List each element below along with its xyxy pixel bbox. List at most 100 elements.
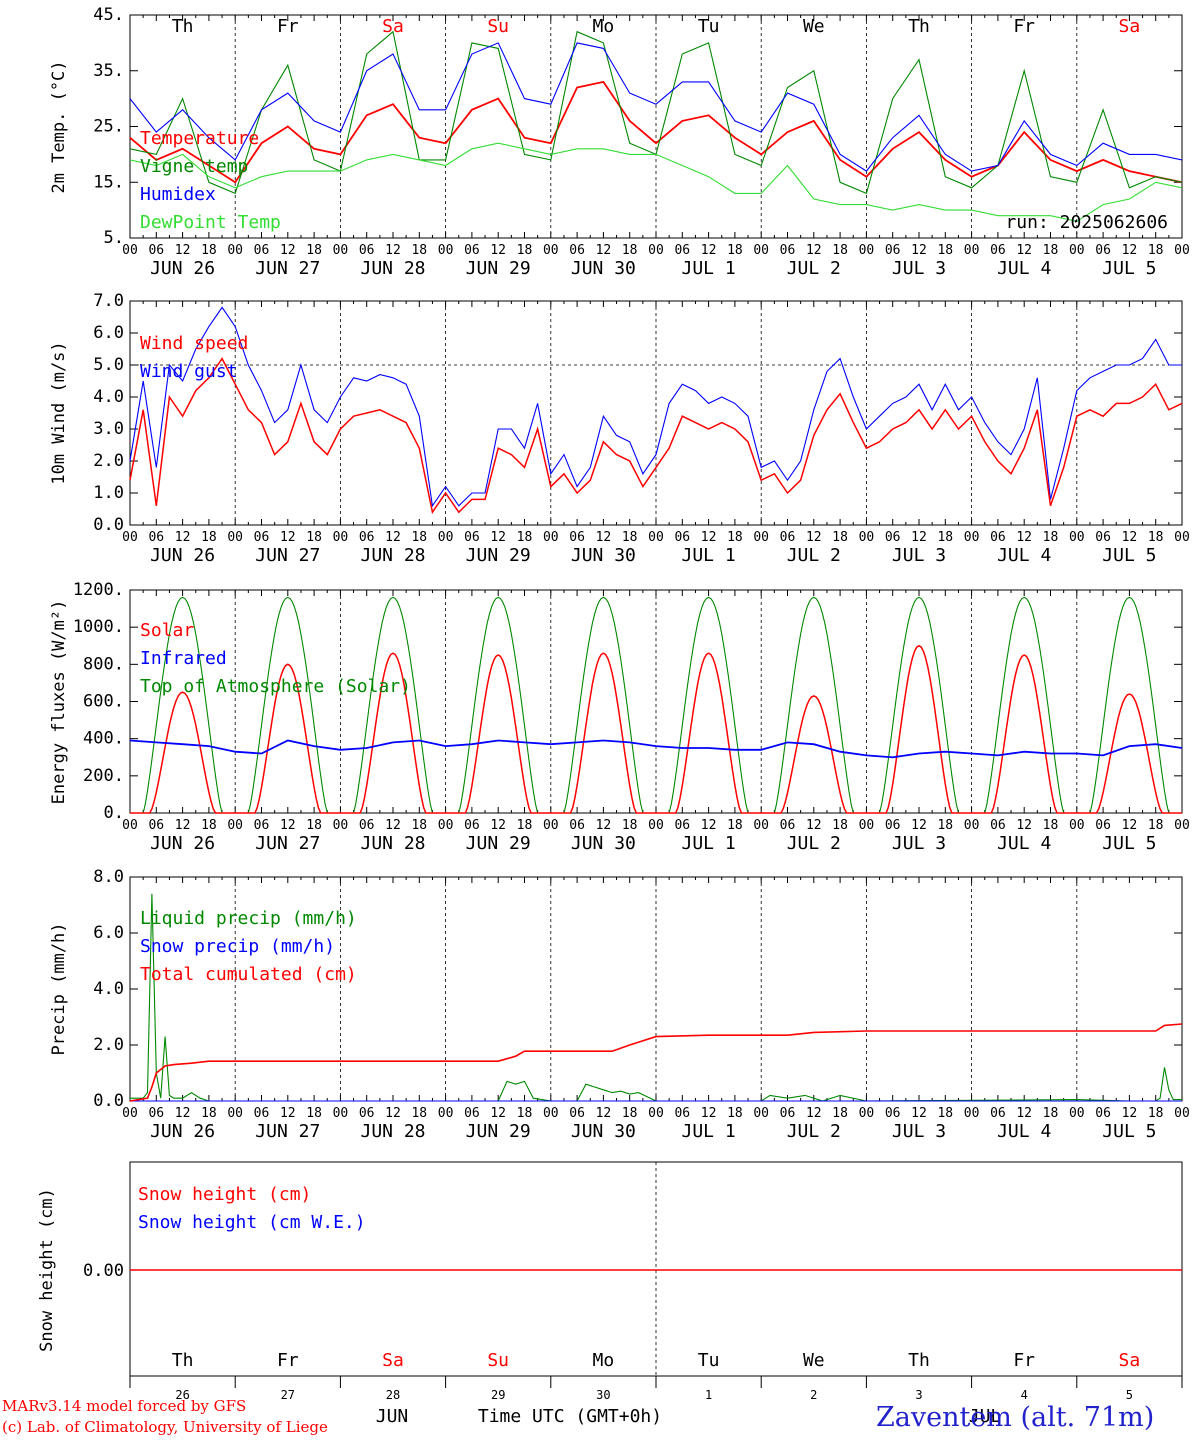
legend-entry: Wind gust <box>140 361 238 382</box>
y-tick-label: 45. <box>93 5 124 25</box>
hour-tick-label: 00 <box>859 243 875 258</box>
weekday-label: Th <box>908 16 930 37</box>
date-label: JUL 5 <box>1102 258 1156 279</box>
hour-tick-label: 18 <box>622 243 638 258</box>
hour-tick-label: 00 <box>753 243 769 258</box>
hour-tick-label: 00 <box>1174 530 1190 545</box>
hour-tick-label: 00 <box>648 530 664 545</box>
day-number-label: 28 <box>386 1388 400 1402</box>
hour-tick-label: 12 <box>911 818 927 833</box>
hour-tick-label: 06 <box>990 243 1006 258</box>
hour-tick-label: 06 <box>780 818 796 833</box>
hour-tick-label: 06 <box>569 243 585 258</box>
day-number-label: 26 <box>175 1388 189 1402</box>
hour-tick-label: 12 <box>385 818 401 833</box>
hour-tick-label: 18 <box>622 818 638 833</box>
day-number-label: 4 <box>1021 1388 1028 1402</box>
hour-tick-label: 12 <box>806 1106 822 1121</box>
hour-tick-label: 18 <box>832 1106 848 1121</box>
date-label: JUN 26 <box>150 833 215 854</box>
date-label: JUL 3 <box>892 1121 946 1142</box>
y-tick-label: 200. <box>83 766 124 786</box>
hour-tick-label: 06 <box>569 530 585 545</box>
date-label: JUL 2 <box>787 833 841 854</box>
date-label: JUN 30 <box>571 258 636 279</box>
y-tick-label: 400. <box>83 729 124 749</box>
hour-tick-label: 18 <box>727 818 743 833</box>
hour-tick-label: 12 <box>701 243 717 258</box>
hour-tick-label: 12 <box>911 243 927 258</box>
hour-tick-label: 18 <box>1043 243 1059 258</box>
legend-entry: Infrared <box>140 648 227 669</box>
weekday-label: Th <box>172 1350 194 1371</box>
hour-tick-label: 00 <box>543 243 559 258</box>
weekday-label: Th <box>172 16 194 37</box>
series-line <box>129 142 1183 222</box>
hour-tick-label: 12 <box>1122 1106 1138 1121</box>
y-tick-label: 0.0 <box>93 515 124 535</box>
weekday-label: Fr <box>1013 16 1035 37</box>
hour-tick-label: 18 <box>517 243 533 258</box>
hour-tick-label: 18 <box>517 1106 533 1121</box>
y-axis-label: 10m Wind (m/s) <box>49 341 69 484</box>
hour-tick-label: 12 <box>596 530 612 545</box>
hour-tick-label: 00 <box>1069 530 1085 545</box>
y-axis-label: Energy fluxes (W/m²) <box>49 600 69 805</box>
hour-tick-label: 18 <box>306 530 322 545</box>
hour-tick-label: 12 <box>1122 530 1138 545</box>
hour-tick-label: 00 <box>438 1106 454 1121</box>
hour-tick-label: 18 <box>832 243 848 258</box>
hour-tick-label: 00 <box>753 818 769 833</box>
date-label: JUN 28 <box>360 833 425 854</box>
hour-tick-label: 00 <box>753 1106 769 1121</box>
panel-energy: 0. 200. 400. 600. 800. 1000. 1200.Energy fluxe… <box>49 580 1190 854</box>
date-label: JUN 28 <box>360 258 425 279</box>
hour-tick-label: 00 <box>1174 243 1190 258</box>
y-axis-label: Precip (mm/h) <box>49 922 69 1055</box>
date-label: JUL 1 <box>682 833 736 854</box>
legend-entry: Wind speed <box>140 333 248 354</box>
date-label: JUL 4 <box>997 1121 1051 1142</box>
date-label: JUL 4 <box>997 833 1051 854</box>
y-axis-label: 2m Temp. (°C) <box>49 60 69 193</box>
weekday-label: Tu <box>698 16 720 37</box>
hour-tick-label: 06 <box>254 818 270 833</box>
date-label: JUL 3 <box>892 545 946 566</box>
series-line <box>130 893 1182 1102</box>
legend-entry: DewPoint Temp <box>140 212 281 233</box>
date-label: JUN 27 <box>255 258 320 279</box>
hour-tick-label: 00 <box>438 818 454 833</box>
hour-tick-label: 00 <box>648 1106 664 1121</box>
hour-tick-label: 06 <box>254 243 270 258</box>
hour-tick-label: 00 <box>438 530 454 545</box>
y-tick-label: 1200. <box>73 580 124 600</box>
hour-tick-label: 06 <box>148 818 164 833</box>
day-number-label: 27 <box>281 1388 295 1402</box>
hour-tick-label: 12 <box>701 1106 717 1121</box>
hour-tick-label: 00 <box>122 1106 138 1121</box>
hour-tick-label: 06 <box>674 818 690 833</box>
hour-tick-label: 00 <box>859 1106 875 1121</box>
hour-tick-label: 06 <box>674 1106 690 1121</box>
hour-tick-label: 12 <box>596 818 612 833</box>
hour-tick-label: 06 <box>1095 1106 1111 1121</box>
y-tick-label: 800. <box>83 654 124 674</box>
day-number-label: 29 <box>491 1388 505 1402</box>
hour-tick-label: 06 <box>464 530 480 545</box>
hour-tick-label: 00 <box>333 243 349 258</box>
y-tick-label: 5.0 <box>93 355 124 375</box>
hour-tick-label: 06 <box>359 530 375 545</box>
y-tick-label: 35. <box>93 61 124 81</box>
date-label: JUL 1 <box>682 258 736 279</box>
legend-entry: Vigne temp <box>140 156 248 177</box>
hour-tick-label: 12 <box>175 818 191 833</box>
hour-tick-label: 00 <box>964 243 980 258</box>
day-number-label: 3 <box>915 1388 922 1402</box>
date-label: JUL 5 <box>1102 1121 1156 1142</box>
date-label: JUL 2 <box>787 545 841 566</box>
hour-tick-label: 18 <box>306 818 322 833</box>
hour-tick-label: 18 <box>1148 1106 1164 1121</box>
y-tick-label: 0. <box>104 803 124 823</box>
legend-entry: Liquid precip (mm/h) <box>140 908 357 929</box>
